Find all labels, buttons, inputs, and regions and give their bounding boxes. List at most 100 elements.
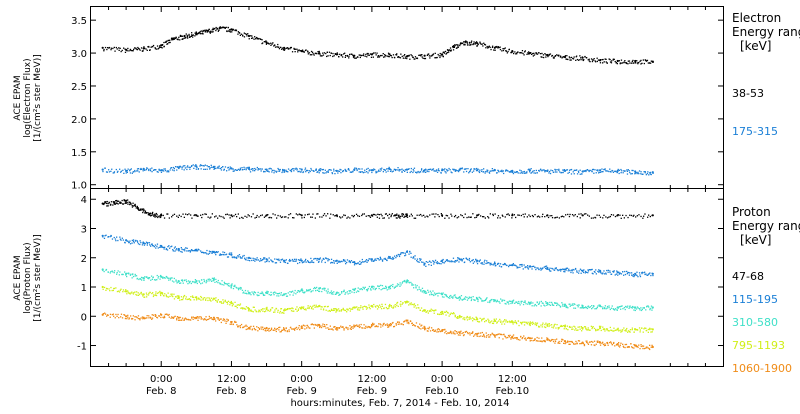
proton-dot [380,326,381,327]
electron-dot [434,170,435,171]
proton-dot [520,336,521,337]
proton-point [511,336,513,338]
proton-dot [248,310,249,311]
proton-dot [295,328,296,329]
electron-dot [569,57,570,58]
electron-dot [349,170,350,171]
electron-dot [215,30,216,31]
proton-dot [298,310,299,311]
proton-dot [164,217,165,218]
proton-dot [315,290,316,291]
proton-dot [118,203,119,204]
proton-dot [329,329,330,330]
proton-dot [360,307,361,308]
proton-dot [593,326,594,327]
proton-dot [327,289,328,290]
proton-dot [433,263,434,264]
electron-dot [502,171,503,172]
proton-point [406,251,408,253]
electron-dot [548,172,549,173]
proton-dot [403,324,404,325]
proton-dot [250,326,251,327]
proton-dot [525,303,526,304]
proton-dot [415,325,416,326]
electron-dot [571,169,572,170]
proton-dot [454,294,455,295]
proton-point [529,265,531,267]
proton-dot [497,300,498,301]
electron-dot [366,171,367,172]
proton-dot [532,302,533,303]
proton-dot [471,300,472,301]
electron-dot [626,63,627,64]
proton-dot [508,266,509,267]
electron-dot [187,36,188,37]
proton-dot [525,266,526,267]
proton-dot [360,305,361,306]
proton-dot [251,311,252,312]
proton-dot [278,259,279,260]
electron-point [353,55,355,57]
proton-dot [643,332,644,333]
electron-dot [168,42,169,43]
proton-dot [382,288,383,289]
proton-dot [214,216,215,217]
proton-dot [362,309,363,310]
proton-dot [419,289,420,290]
proton-dot [575,214,576,215]
electron-dot [560,56,561,57]
proton-dot [180,251,181,252]
proton-dot [217,302,218,303]
proton-dot [638,345,639,346]
proton-dot [199,282,200,283]
proton-dot [442,296,443,297]
proton-dot [413,284,414,285]
proton-point [113,201,115,203]
proton-point [371,305,373,307]
proton-point [160,292,162,294]
proton-dot [396,324,397,325]
proton-point [582,342,584,344]
electron-dot [108,169,109,170]
electron-dot [553,172,554,173]
electron-dot [492,168,493,169]
proton-dot [416,322,417,323]
electron-point [160,44,162,46]
electron-dot [161,172,162,173]
proton-dot [377,217,378,218]
proton-dot [380,258,381,259]
electron-ytick-label: 1.5 [71,148,87,159]
electron-dot [421,168,422,169]
proton-point [388,305,390,307]
proton-dot [381,308,382,309]
proton-dot [365,260,366,261]
electron-dot [279,48,280,49]
proton-dot [620,273,621,274]
electron-dot [106,49,107,50]
proton-dot [328,310,329,311]
proton-dot [597,342,598,343]
electron-dot [470,170,471,171]
proton-dot [636,272,637,273]
proton-dot [362,289,363,290]
proton-dot [467,319,468,320]
electron-dot [374,169,375,170]
proton-dot [554,339,555,340]
electron-dot [574,170,575,171]
electron-dot [376,54,377,55]
proton-dot [379,218,380,219]
proton-dot [531,340,532,341]
proton-dot [594,328,595,329]
proton-dot [213,319,214,320]
electron-dot [630,173,631,174]
proton-dot [110,204,111,205]
proton-dot [105,235,106,236]
electron-dot [503,173,504,174]
proton-dot [155,315,156,316]
proton-dot [263,308,264,309]
proton-point [125,200,127,202]
proton-dot [444,218,445,219]
proton-dot [608,272,609,273]
electron-dot [550,173,551,174]
proton-dot [255,329,256,330]
